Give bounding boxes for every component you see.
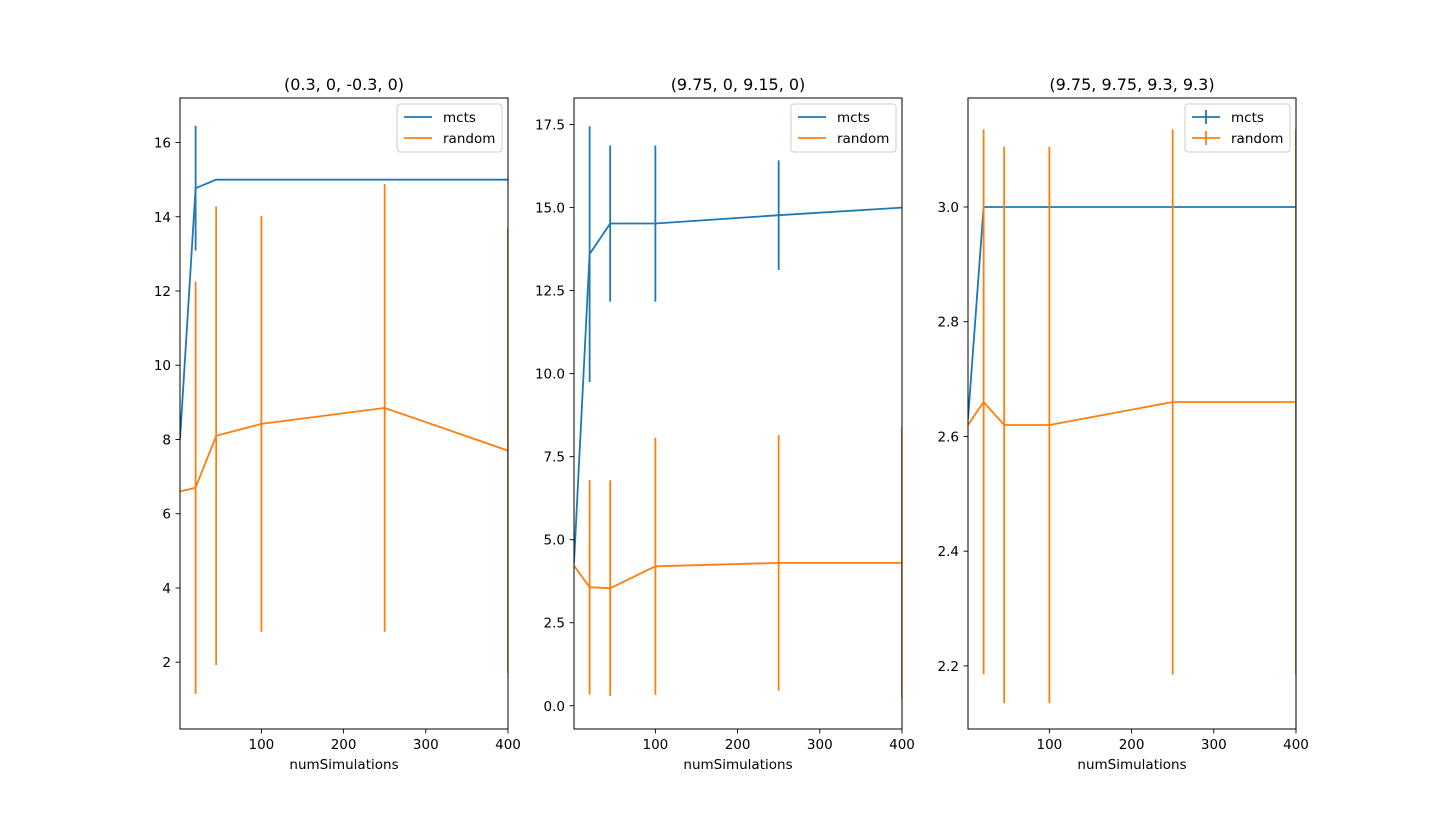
y-tick-label: 0.0 bbox=[544, 699, 565, 715]
x-axis-label: numSimulations bbox=[1077, 757, 1186, 773]
legend-label-random: random bbox=[1231, 131, 1283, 147]
subplot-title: (9.75, 9.75, 9.3, 9.3) bbox=[1049, 75, 1214, 94]
legend-box bbox=[396, 103, 503, 153]
y-tick-label: 12.5 bbox=[535, 284, 565, 300]
subplot-title: (9.75, 0, 9.15, 0) bbox=[671, 75, 806, 94]
series-mcts bbox=[574, 126, 902, 563]
series-random bbox=[968, 129, 1296, 704]
series-random bbox=[574, 426, 902, 700]
series-line-random bbox=[180, 406, 508, 493]
y-tick-label: 14 bbox=[154, 210, 171, 226]
x-tick-label: 200 bbox=[1119, 737, 1145, 753]
legend-label-random: random bbox=[837, 131, 889, 147]
y-tick-label: 2.4 bbox=[938, 544, 959, 560]
x-axis-label: numSimulations bbox=[683, 757, 792, 773]
axes-frame bbox=[179, 97, 509, 730]
y-tick-label: 10 bbox=[154, 358, 171, 374]
x-tick-label: 100 bbox=[248, 737, 274, 753]
series-line-random bbox=[968, 400, 1296, 426]
x-tick-label: 400 bbox=[889, 737, 915, 753]
legend-box bbox=[1184, 103, 1291, 153]
series-line-random bbox=[574, 562, 902, 590]
x-tick-label: 200 bbox=[331, 737, 357, 753]
y-tick-label: 7.5 bbox=[544, 450, 565, 466]
y-tick-label: 8 bbox=[162, 432, 171, 448]
y-tick-label: 16 bbox=[154, 136, 171, 152]
y-tick-label: 10.0 bbox=[535, 367, 565, 383]
x-tick-label: 300 bbox=[413, 737, 439, 753]
x-tick-label: 400 bbox=[1283, 737, 1309, 753]
legend-label-mcts: mcts bbox=[443, 110, 476, 126]
y-tick-label: 2.6 bbox=[938, 429, 959, 445]
subplot-1: (0.3, 0, -0.3, 0) 100 200 300 400 2 4 6 8 10 12 14 1… bbox=[154, 75, 521, 773]
y-tick-label: 2.5 bbox=[544, 616, 565, 632]
y-tick-label: 3.0 bbox=[938, 200, 959, 216]
legend: mcts random bbox=[396, 103, 503, 153]
x-tick-label: 400 bbox=[495, 737, 521, 753]
x-tick-label: 300 bbox=[807, 737, 833, 753]
axes-frame bbox=[573, 97, 903, 730]
y-tick-label: 2.8 bbox=[938, 315, 959, 331]
series-mcts bbox=[180, 125, 508, 440]
y-tick-label: 12 bbox=[154, 284, 171, 300]
x-tick-label: 100 bbox=[642, 737, 668, 753]
y-tick-label: 17.5 bbox=[535, 118, 565, 134]
subplot-title: (0.3, 0, -0.3, 0) bbox=[284, 75, 404, 94]
series-line-mcts bbox=[968, 206, 1296, 420]
legend-box bbox=[790, 103, 897, 153]
series-line-mcts bbox=[180, 178, 508, 440]
legend: mcts random bbox=[790, 103, 897, 153]
legend: mcts random bbox=[1184, 103, 1291, 153]
legend-label-mcts: mcts bbox=[1231, 110, 1264, 126]
series-line-mcts bbox=[574, 206, 902, 563]
y-tick-label: 2.2 bbox=[938, 659, 959, 675]
legend-label-random: random bbox=[443, 131, 495, 147]
x-tick-label: 100 bbox=[1036, 737, 1062, 753]
subplot-3: (9.75, 9.75, 9.3, 9.3) 100 200 300 400 2.2 2.4… bbox=[938, 75, 1309, 773]
series-mcts bbox=[968, 206, 1296, 420]
y-tick-label: 6 bbox=[162, 507, 171, 523]
y-tick-label: 2 bbox=[162, 655, 171, 671]
x-tick-label: 300 bbox=[1201, 737, 1227, 753]
subplot-2: (9.75, 0, 9.15, 0) 100 200 300 400 0.0 2.5 5.0 7… bbox=[535, 75, 915, 773]
series-random bbox=[180, 184, 508, 694]
y-tick-label: 4 bbox=[162, 581, 171, 597]
y-tick-label: 5.0 bbox=[544, 533, 565, 549]
y-tick-label: 15.0 bbox=[535, 201, 565, 217]
x-tick-label: 200 bbox=[725, 737, 751, 753]
axes-frame bbox=[967, 97, 1297, 730]
legend-label-mcts: mcts bbox=[837, 110, 870, 126]
x-axis-label: numSimulations bbox=[289, 757, 398, 773]
